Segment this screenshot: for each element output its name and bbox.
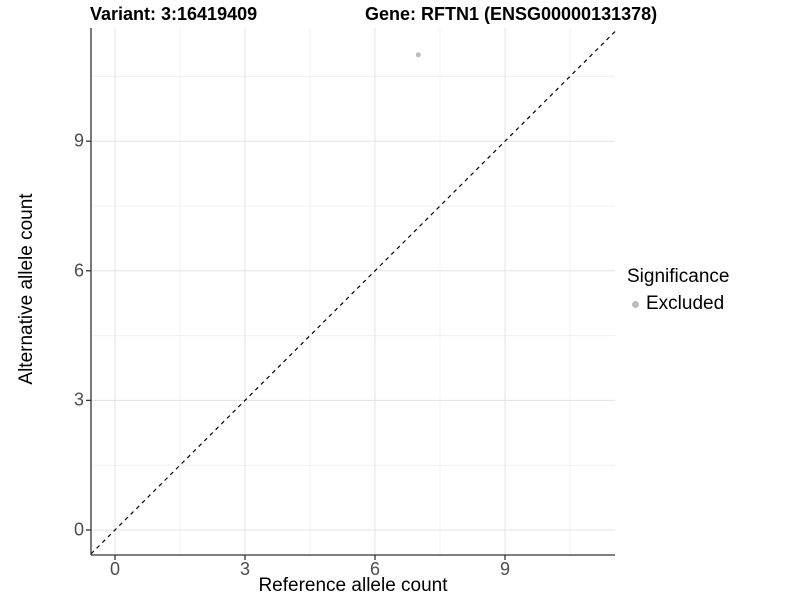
y-axis-tick-label: 3 xyxy=(73,389,84,410)
x-axis-tick-label: 6 xyxy=(369,559,380,579)
data-point xyxy=(415,52,421,58)
y-axis-tick-label: 9 xyxy=(73,130,84,151)
legend-entries: Excluded xyxy=(627,293,729,315)
identity-reference-line xyxy=(90,31,616,555)
legend-key-dot-icon xyxy=(632,300,639,308)
plot-title-gene: Gene: RFTN1 (ENSG00000131378) xyxy=(365,4,658,24)
legend: Significance Excluded xyxy=(627,266,729,315)
x-axis-tick-label: 9 xyxy=(499,559,510,579)
legend-entry: Excluded xyxy=(627,293,729,315)
legend-title: Significance xyxy=(627,266,730,287)
x-axis-title: Reference allele count xyxy=(258,575,448,596)
x-axis-tick-label: 0 xyxy=(109,559,121,579)
x-axis-tick-label: 3 xyxy=(239,559,250,579)
y-axis-tick-label: 6 xyxy=(73,260,84,281)
legend-entry-label: Excluded xyxy=(646,293,725,314)
y-axis-tick-label: 0 xyxy=(73,519,84,540)
plot-title-variant: Variant: 3:16419409 xyxy=(90,4,258,24)
